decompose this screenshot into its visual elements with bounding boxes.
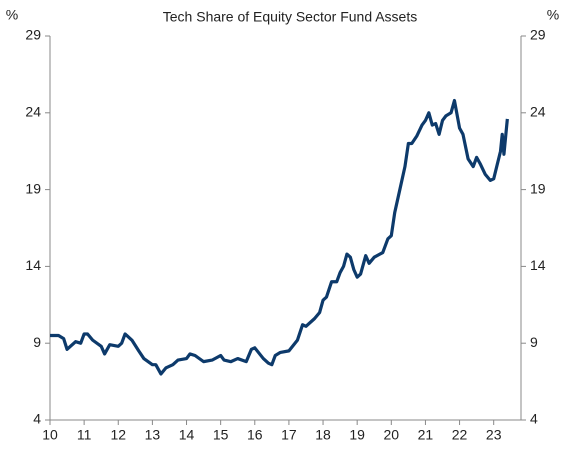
y2-tick-label: 29 — [530, 27, 546, 43]
x-tick-label: 14 — [179, 427, 195, 443]
x-tick-label: 16 — [247, 427, 263, 443]
y2-tick-label: 14 — [530, 257, 546, 273]
data-line — [50, 98, 509, 376]
y2-tick-label: 19 — [530, 180, 546, 196]
x-tick-label: 19 — [349, 427, 365, 443]
x-tick-label: 21 — [418, 427, 434, 443]
y2-tick-label: 4 — [530, 411, 538, 427]
y2-tick-label: 24 — [530, 104, 546, 120]
x-tick-label: 10 — [42, 427, 58, 443]
x-tick-label: 11 — [77, 427, 92, 443]
x-tick-label: 12 — [110, 427, 126, 443]
y2-tick-label: 9 — [530, 334, 538, 350]
y-tick-label: 9 — [33, 334, 41, 350]
chart-title: Tech Share of Equity Sector Fund Assets — [163, 9, 417, 25]
y-tick-label: 24 — [25, 104, 41, 120]
x-tick-label: 17 — [281, 427, 297, 443]
x-tick-label: 18 — [315, 427, 331, 443]
y-tick-label: 4 — [33, 411, 41, 427]
x-tick-label: 20 — [384, 427, 400, 443]
x-tick-label: 15 — [213, 427, 229, 443]
y2-axis-unit: % — [547, 7, 559, 23]
y-axis-unit: % — [6, 7, 18, 23]
y-tick-label: 14 — [25, 257, 41, 273]
y-tick-label: 29 — [25, 27, 41, 43]
x-tick-label: 13 — [145, 427, 161, 443]
x-tick-label: 23 — [486, 427, 502, 443]
x-tick-label: 22 — [452, 427, 468, 443]
y-tick-label: 19 — [25, 180, 41, 196]
